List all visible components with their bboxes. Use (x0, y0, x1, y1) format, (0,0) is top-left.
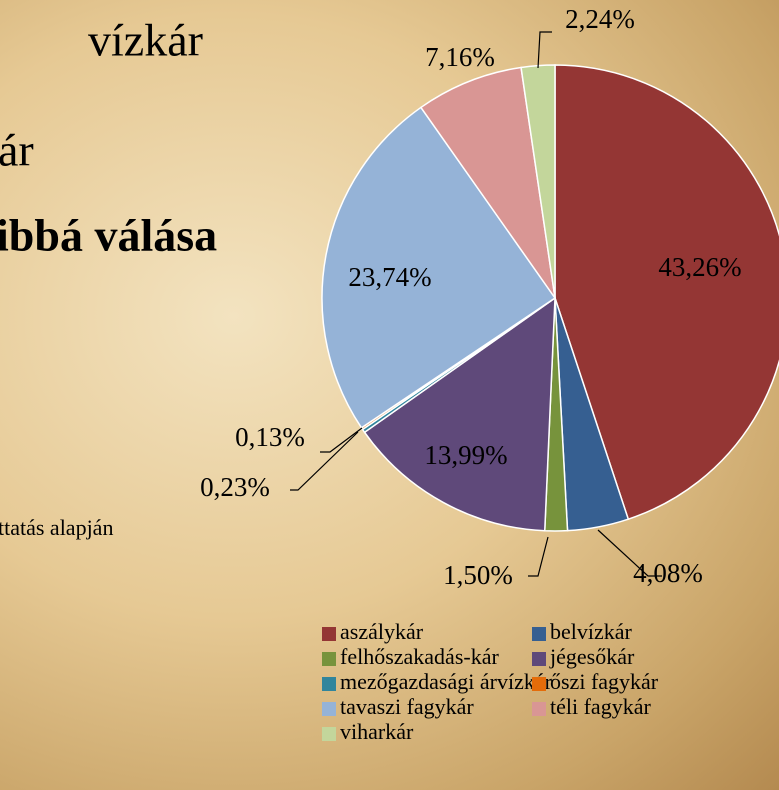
legend-label: felhőszakadás-kár (340, 644, 499, 669)
legend-label: téli fagykár (550, 694, 651, 719)
slide-text: ár (0, 125, 34, 176)
leader-line (528, 537, 548, 576)
legend-swatch (322, 652, 336, 666)
legend-label: belvízkár (550, 619, 633, 644)
legend-label: tavaszi fagykár (340, 694, 474, 719)
data-label: 7,16% (425, 42, 495, 72)
legend-swatch (532, 702, 546, 716)
legend-label: őszi fagykár (550, 669, 659, 694)
slide: vízkár ár ibbá válása ttatás alapján 43,… (0, 0, 779, 790)
data-label: 0,13% (235, 422, 305, 452)
legend-swatch (322, 677, 336, 691)
legend-label: viharkár (340, 719, 414, 744)
slide-text: ibbá válása (0, 210, 217, 261)
legend-swatch (532, 652, 546, 666)
legend-swatch (322, 627, 336, 641)
data-label: 2,24% (565, 4, 635, 34)
legend-swatch (532, 677, 546, 691)
legend-swatch (532, 627, 546, 641)
legend-label: mezőgazdasági árvízkár (340, 669, 553, 694)
chart: vízkár ár ibbá válása ttatás alapján 43,… (0, 0, 779, 790)
slide-text: ttatás alapján (0, 515, 113, 540)
data-label: 4,08% (633, 558, 703, 588)
data-label: 43,26% (658, 252, 741, 282)
slide-text: vízkár (88, 15, 203, 66)
legend-swatch (322, 727, 336, 741)
data-label: 13,99% (424, 440, 507, 470)
legend-swatch (322, 702, 336, 716)
data-label: 1,50% (443, 560, 513, 590)
legend-label: jégesőkár (549, 644, 635, 669)
leader-line (538, 32, 552, 68)
data-label: 0,23% (200, 472, 270, 502)
data-label: 23,74% (348, 262, 431, 292)
legend-label: aszálykár (340, 619, 424, 644)
